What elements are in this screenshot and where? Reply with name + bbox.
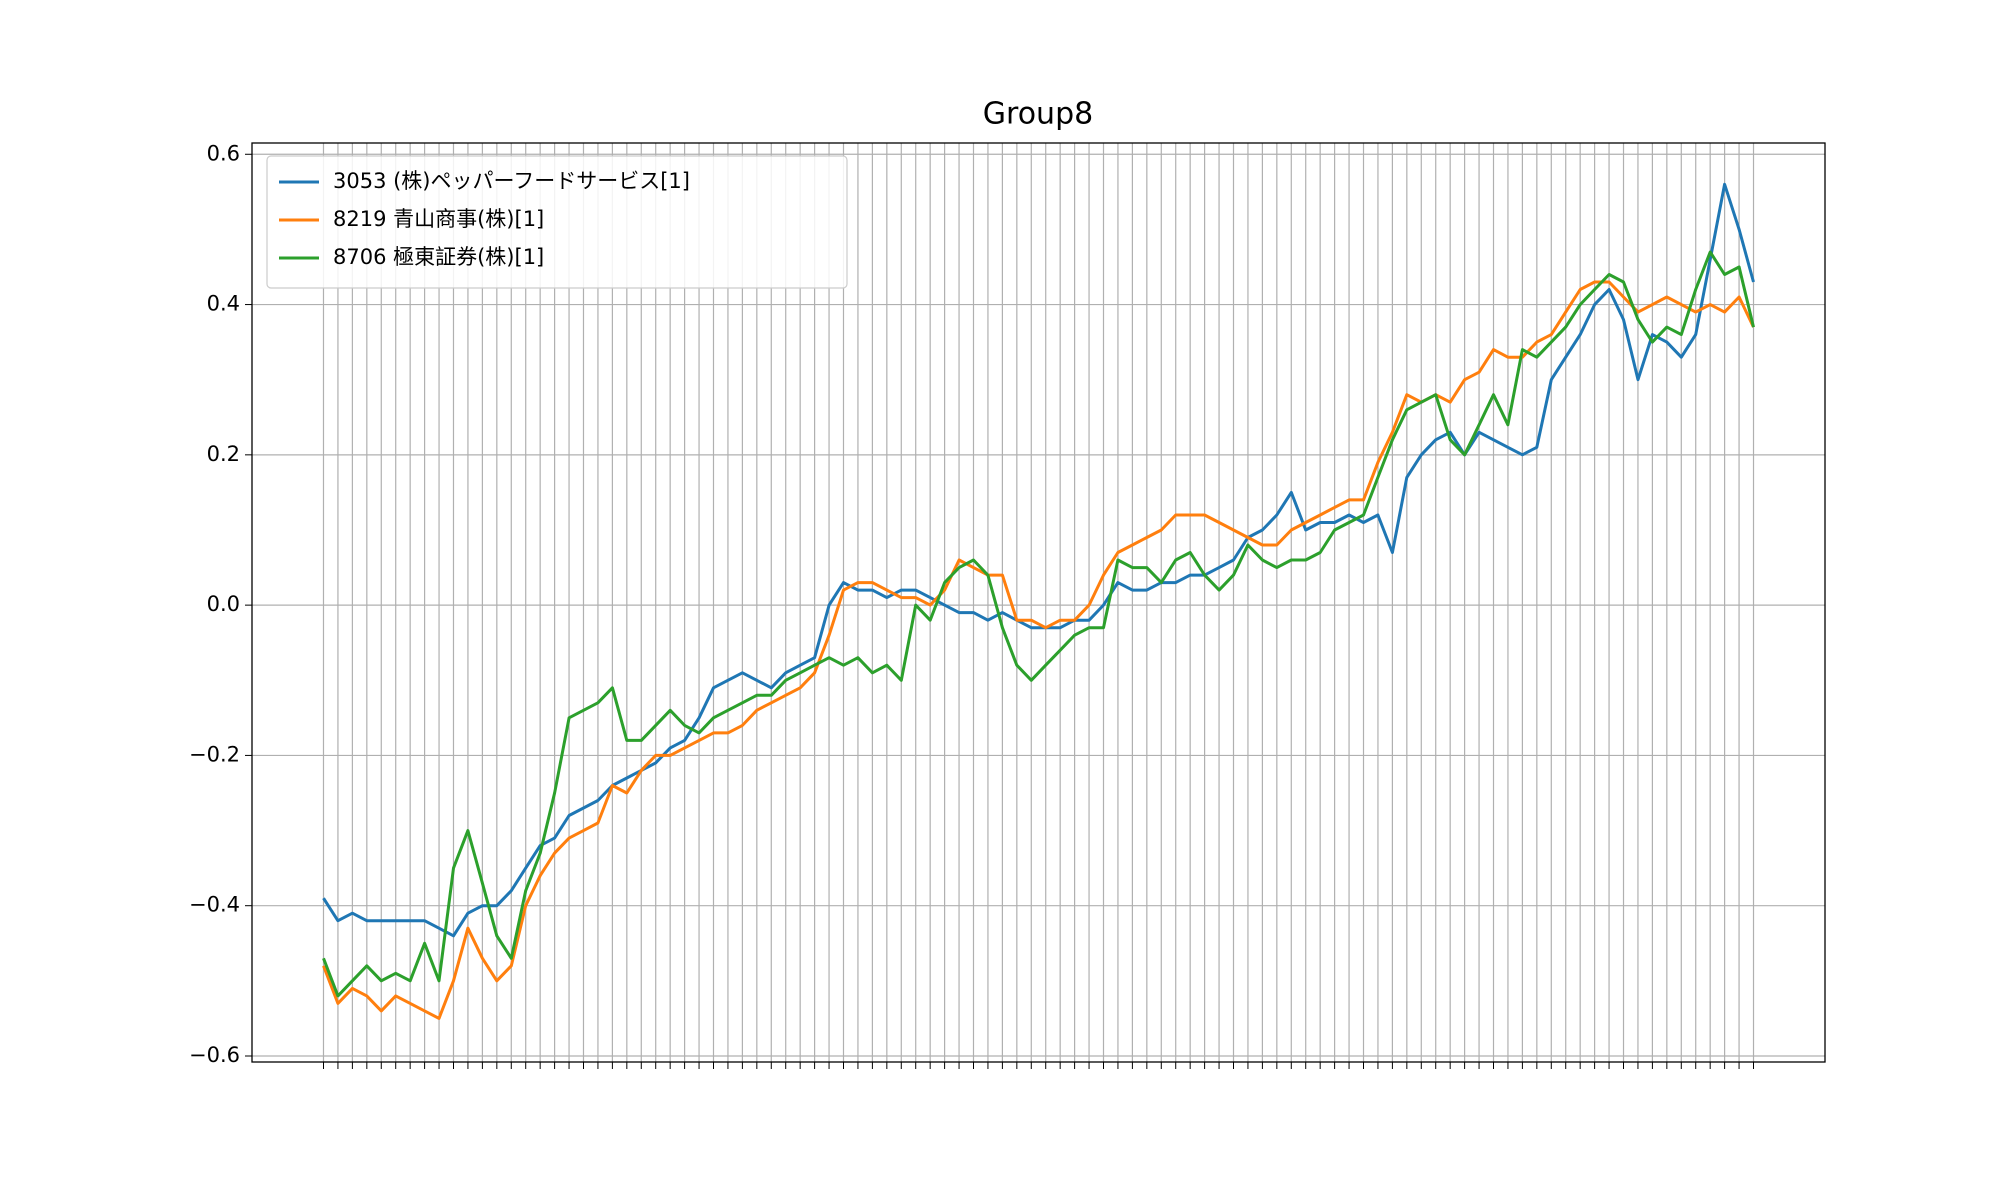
y-tick-label: 0.4 (207, 292, 240, 316)
legend-label: 8219 青山商事(株)[1] (333, 207, 544, 231)
y-tick-label: 0.6 (207, 141, 240, 165)
series-line (322, 182, 1755, 938)
y-tick-label: 0.2 (207, 442, 240, 466)
legend-label: 8706 極東証券(株)[1] (333, 245, 544, 269)
chart-title: Group8 (983, 97, 1093, 132)
legend-label: 3053 (株)ペッパーフードサービス[1] (333, 169, 690, 193)
series-line (322, 250, 1755, 998)
series-line (322, 280, 1755, 1020)
plot-frame (251, 142, 1826, 1063)
y-tick-label: −0.4 (189, 893, 240, 917)
legend-box (266, 155, 848, 289)
y-tick-label: −0.6 (189, 1043, 240, 1067)
y-tick-label: 0.0 (207, 592, 240, 616)
y-tick-label: −0.2 (189, 742, 240, 766)
